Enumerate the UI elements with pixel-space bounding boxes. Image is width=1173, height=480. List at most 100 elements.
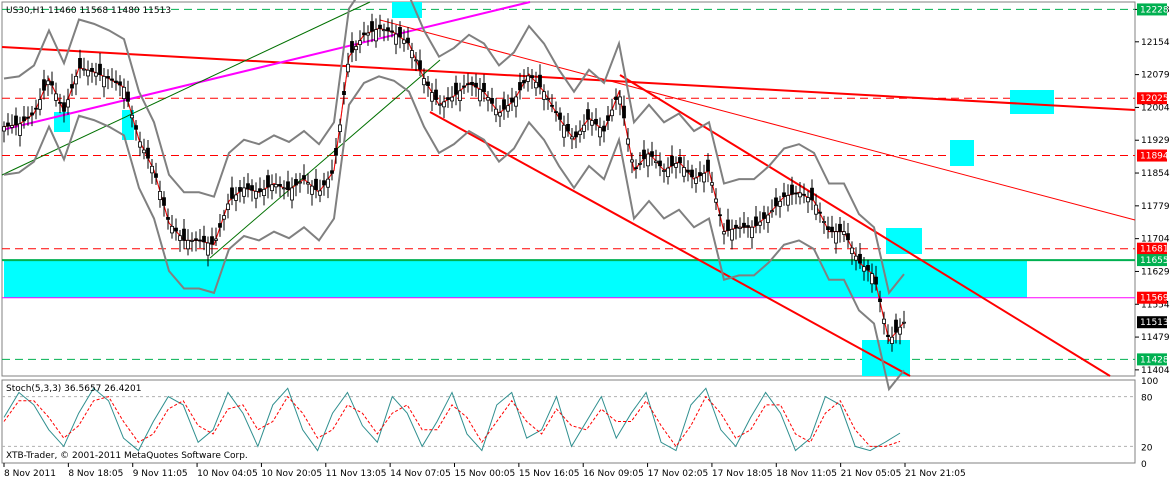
candle-body: [558, 112, 562, 120]
stoch-tick-label: 80: [1141, 394, 1153, 404]
candle-body: [534, 81, 538, 89]
candle-body: [690, 169, 694, 178]
candle-body: [694, 177, 698, 184]
candle-body: [210, 236, 214, 245]
candle-body: [106, 76, 110, 79]
candle-body: [414, 59, 418, 62]
time-tick-label: 17 Nov 18:05: [712, 469, 773, 479]
time-tick-label: 10 Nov 04:05: [197, 469, 258, 479]
candle-body: [622, 105, 626, 119]
candle-body: [754, 216, 758, 226]
candle-body: [402, 39, 406, 44]
stoch-plot: 100 80 20 0: [2, 377, 1158, 470]
candle-body: [750, 226, 754, 239]
candle-body: [730, 228, 734, 241]
candle-body: [758, 221, 762, 226]
candle-body: [806, 197, 810, 203]
candle-body: [722, 231, 726, 235]
candle-body: [354, 46, 358, 51]
candle-body: [90, 67, 94, 72]
candle-body: [834, 231, 838, 244]
price-plot-area: [2, 2, 1135, 376]
candle-body: [582, 124, 586, 132]
candle-body: [222, 215, 226, 220]
candle-body: [234, 194, 238, 201]
candle-body: [606, 115, 610, 121]
candle-body: [2, 126, 6, 132]
price-tick-label: 11704: [1141, 235, 1170, 245]
stoch-label: Stoch(5,3,3) 36.5657 26.4201: [6, 384, 141, 394]
price-marker-badge: [1137, 316, 1167, 329]
stoch-tick-label: 20: [1141, 443, 1153, 453]
candle-body: [346, 63, 350, 73]
candle-body: [522, 80, 526, 84]
candle-body: [666, 167, 670, 178]
time-tick-label: 21 Nov 21:05: [905, 469, 966, 479]
candle-body: [542, 91, 546, 100]
candle-body: [786, 195, 790, 206]
candle-body: [130, 114, 134, 119]
candle-body: [682, 167, 686, 177]
candle-body: [514, 96, 518, 107]
candle-body: [646, 153, 650, 167]
candle-body: [150, 165, 154, 174]
candle-body: [262, 188, 266, 197]
candle-body: [122, 86, 126, 99]
price-marker-badge: [1137, 3, 1167, 16]
candle-body: [610, 109, 614, 117]
candle-body: [50, 81, 54, 86]
candle-body: [174, 227, 178, 232]
candle-body: [458, 90, 462, 102]
candle-body: [410, 50, 414, 59]
candle-body: [230, 187, 234, 199]
candle-body: [398, 26, 402, 38]
candle-body: [882, 318, 886, 324]
cyan-marker-box: [950, 140, 974, 166]
candle-body: [594, 118, 598, 125]
stoch-main-line: [3, 387, 901, 452]
candle-body: [226, 203, 230, 210]
time-tick-label: 15 Nov 16:05: [519, 469, 580, 479]
candle-body: [286, 181, 290, 191]
candle-body: [526, 75, 530, 82]
candle-body: [70, 84, 74, 89]
candle-body: [362, 32, 366, 36]
candle-body: [154, 173, 158, 178]
candle-body: [74, 75, 78, 85]
candle-body: [146, 147, 150, 159]
candle-body: [878, 298, 882, 303]
price-tick-label: 11779: [1141, 202, 1170, 212]
candle-body: [294, 179, 298, 186]
candle-body: [774, 197, 778, 207]
candle-body: [142, 149, 146, 154]
price-marker-badge: [1137, 149, 1167, 162]
candle-body: [638, 163, 642, 165]
candle-body: [446, 97, 450, 100]
green-channel-line: [1, 1, 371, 176]
candle-body: [886, 334, 890, 338]
time-axis: 8 Nov 2011 8 Nov 18:05 9 Nov 11:05 10 Nov 0…: [3, 463, 966, 479]
candle-body: [746, 225, 750, 228]
candle-body: [866, 265, 870, 271]
channel-lower-line: [429, 111, 911, 377]
candle-body: [10, 125, 14, 128]
candle-body: [254, 191, 258, 199]
candle-body: [434, 89, 438, 100]
channel-upper-line: [619, 74, 1111, 377]
candle-body: [478, 88, 482, 102]
candle-body: [338, 124, 342, 132]
candle-body: [654, 160, 658, 163]
candle-body: [518, 82, 522, 91]
price-tick-label: 11404: [1141, 366, 1170, 376]
price-marker-label: 12228: [1140, 5, 1169, 15]
candle-body: [330, 170, 334, 174]
candle-body: [782, 192, 786, 198]
price-marker-badge: [1137, 242, 1167, 255]
candle-body: [790, 184, 794, 195]
price-marker-label: 12025: [1140, 94, 1169, 104]
candle-body: [206, 242, 210, 256]
candle-body: [626, 138, 630, 145]
candle-body: [242, 187, 246, 197]
candle-body: [470, 81, 474, 86]
candle-body: [494, 108, 498, 116]
